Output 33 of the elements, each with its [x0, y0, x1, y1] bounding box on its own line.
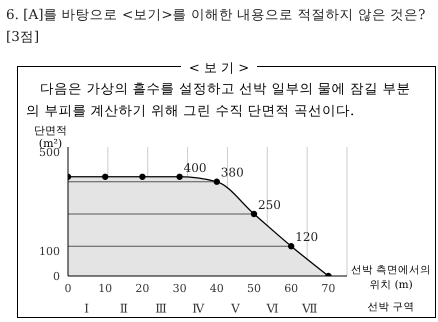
chart-subtitle: < 보 기 >	[180, 61, 258, 76]
x-axis-title: 선박 측면에서의 위치 (m)	[350, 263, 432, 293]
x-tick-label: 30	[172, 282, 187, 295]
x-tick-label: 10	[98, 282, 112, 295]
text: Ⅲ	[155, 302, 167, 316]
y-tick-label: 0	[53, 270, 60, 283]
data-label: 120	[295, 230, 318, 244]
text: Ⅳ	[192, 302, 206, 316]
x-tick-label: 50	[247, 282, 261, 295]
chart-title: 6. [A]를 바탕으로 <보기>를 이해한 내용으로 적절하지 않은 것은? [3점]	[6, 6, 426, 47]
point	[250, 210, 258, 218]
data-label: 400	[184, 160, 207, 175]
text: Ⅶ	[301, 302, 318, 316]
x-tick-label: 60	[284, 282, 298, 295]
point	[102, 174, 108, 180]
text: Ⅵ	[266, 302, 279, 316]
y-tick-label: 100	[39, 245, 60, 258]
text: Ⅰ	[84, 302, 90, 316]
y-axis-title: 단면적 (m²)	[34, 124, 67, 150]
x-tick-label: 0	[64, 282, 72, 295]
data-label: 250	[258, 198, 281, 212]
text: Ⅴ	[230, 302, 240, 316]
x-tick-label: 70	[321, 282, 336, 295]
text: Ⅱ	[120, 302, 128, 316]
text: 다음은 가상의 흘수를 설정하고 선박 일부의 물에 잠길 부분의 부피를 계산하기 위해 그린 수직 단면적 곡선이다.	[26, 80, 412, 121]
x-tick-label: 20	[135, 282, 150, 295]
point	[288, 243, 294, 250]
point	[139, 174, 146, 180]
x-tick-label: 40	[210, 282, 224, 295]
data-label: 380	[220, 166, 244, 180]
point	[214, 178, 220, 185]
text: 선박 구역	[366, 300, 416, 314]
point	[176, 174, 183, 180]
